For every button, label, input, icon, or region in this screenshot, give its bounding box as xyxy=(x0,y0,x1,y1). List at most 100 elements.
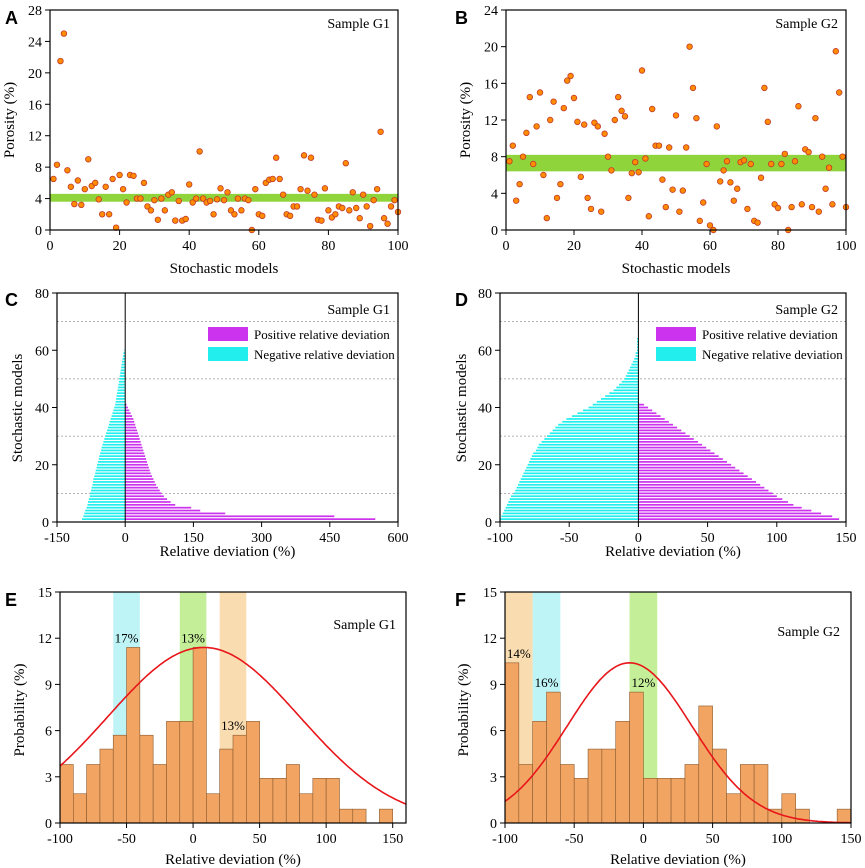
histogram-bar xyxy=(206,793,220,824)
y-axis-label: Porosity (%) xyxy=(2,82,18,158)
negative-deviation-bar xyxy=(522,475,639,478)
y-tick-label: 3 xyxy=(45,771,52,786)
negative-deviation-bar xyxy=(558,423,639,426)
histogram-bar xyxy=(259,778,274,824)
negative-deviation-bar xyxy=(88,498,126,500)
normal-fit-curve xyxy=(59,646,407,805)
positive-deviation-bar xyxy=(638,503,794,506)
negative-deviation-bar xyxy=(116,398,126,400)
positive-deviation-bar xyxy=(125,503,176,506)
histogram-bar xyxy=(560,764,575,824)
negative-deviation-bar xyxy=(95,469,126,472)
positive-deviation-bar xyxy=(125,458,147,460)
data-point xyxy=(95,196,102,203)
negative-deviation-bar xyxy=(552,429,639,432)
average-porosity-band xyxy=(506,154,846,172)
data-point xyxy=(318,217,325,224)
negative-deviation-bar xyxy=(637,346,639,349)
x-tick-label: 40 xyxy=(635,239,649,254)
histogram-bar xyxy=(73,793,87,824)
x-tick-label: 80 xyxy=(771,239,785,254)
data-point xyxy=(754,219,761,226)
histogram-bar xyxy=(325,778,340,824)
plot-frame xyxy=(504,591,852,824)
negative-deviation-bar xyxy=(500,518,639,520)
data-point xyxy=(560,104,567,112)
data-point xyxy=(791,158,799,165)
data-point xyxy=(632,158,639,166)
legend-swatch-negative xyxy=(208,347,248,361)
x-tick-label: -50 xyxy=(565,832,584,847)
negative-deviation-bar xyxy=(118,383,126,386)
legend-label-negative: Negative relative deviation xyxy=(254,347,395,362)
negative-deviation-bar xyxy=(501,515,639,518)
data-point xyxy=(172,217,179,224)
data-point xyxy=(64,167,71,174)
positive-deviation-bar xyxy=(638,518,840,520)
x-tick-label: -100 xyxy=(47,832,73,847)
data-point xyxy=(210,211,217,218)
histogram-bar xyxy=(587,748,603,824)
data-point xyxy=(116,171,123,179)
negative-deviation-bar xyxy=(90,492,126,495)
y-tick-label: 6 xyxy=(45,725,52,740)
data-point xyxy=(238,207,245,214)
positive-deviation-bar xyxy=(638,406,649,409)
y-tick-label: 0 xyxy=(35,224,42,239)
data-point xyxy=(686,43,693,50)
histogram-bar xyxy=(656,778,672,824)
positive-deviation-bar xyxy=(125,406,128,409)
data-point xyxy=(825,164,833,171)
data-point xyxy=(227,207,235,214)
x-tick-label: 150 xyxy=(836,531,857,546)
y-tick-label: 15 xyxy=(38,586,52,601)
positive-deviation-bar xyxy=(125,446,143,449)
positive-deviation-bar xyxy=(125,412,131,415)
legend-label-negative: Negative relative deviation xyxy=(702,347,843,362)
histogram-bar xyxy=(726,793,741,824)
positive-deviation-bar xyxy=(125,486,158,489)
x-tick-label: 150 xyxy=(382,832,403,847)
x-tick-label: 450 xyxy=(319,531,340,546)
negative-deviation-bar xyxy=(588,406,639,409)
data-point xyxy=(217,185,224,192)
negative-deviation-bar xyxy=(122,357,126,360)
data-point xyxy=(140,179,148,187)
highlight-percent-label: 17% xyxy=(115,630,139,645)
x-tick-label: 50 xyxy=(706,832,720,847)
histogram-bar xyxy=(573,778,589,824)
y-tick-label: 4 xyxy=(491,187,498,202)
histogram-bar xyxy=(312,778,327,824)
positive-deviation-bar xyxy=(638,440,698,443)
histogram-bar xyxy=(615,721,630,824)
data-point xyxy=(384,220,391,227)
negative-deviation-bar xyxy=(97,461,126,463)
histogram-bar xyxy=(352,808,367,824)
data-point xyxy=(564,77,571,84)
x-tick-label: -100 xyxy=(492,832,518,847)
negative-deviation-bar xyxy=(111,415,126,417)
histogram-bar xyxy=(192,647,207,824)
data-point xyxy=(321,185,329,192)
positive-deviation-bar xyxy=(125,518,376,520)
data-point xyxy=(286,212,294,220)
negative-deviation-bar xyxy=(529,461,639,463)
histogram-bar xyxy=(219,748,234,824)
histogram-bar xyxy=(643,778,658,824)
data-point xyxy=(175,197,182,205)
data-point xyxy=(519,153,527,160)
data-point xyxy=(536,89,544,96)
positive-deviation-bar xyxy=(638,475,748,478)
negative-deviation-bar xyxy=(537,446,639,449)
histogram-bar xyxy=(684,764,700,824)
negative-deviation-bar xyxy=(625,375,639,377)
negative-deviation-bar xyxy=(122,355,126,357)
y-tick-label: 80 xyxy=(478,287,492,302)
positive-deviation-bar xyxy=(125,440,141,443)
data-point xyxy=(774,204,782,212)
data-point xyxy=(130,172,137,179)
negative-deviation-bar xyxy=(637,337,639,340)
negative-deviation-bar xyxy=(583,409,639,412)
data-point xyxy=(373,185,381,193)
x-tick-label: 300 xyxy=(251,531,272,546)
